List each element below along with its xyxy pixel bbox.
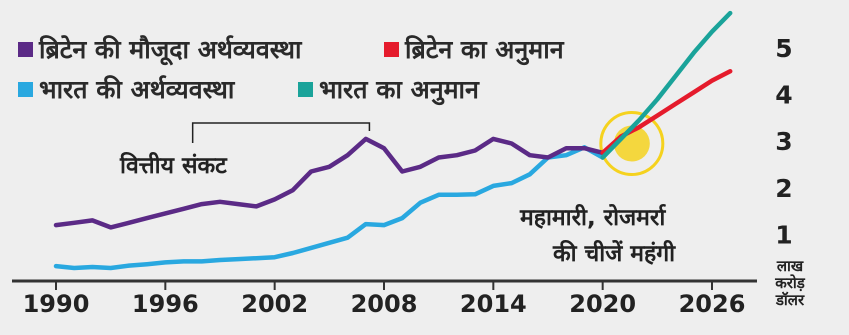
legend-label-uk-actual: ब्रिटेन की मौजूदा अर्थव्यवस्था	[39, 35, 302, 64]
x-tick-label: 2008	[351, 290, 418, 318]
x-tick-label: 2020	[569, 290, 636, 318]
annotation-financial-crisis: वित्तीय संकट	[120, 153, 227, 179]
x-tick-label: 1990	[23, 290, 90, 318]
legend-uk-projection: ब्रिटेन का अनुमान	[384, 32, 564, 66]
x-tick-label: 2014	[460, 290, 527, 318]
legend-swatch-india-projection	[298, 81, 313, 97]
y-tick-label: 4	[775, 81, 792, 110]
legend-label-uk-projection: ब्रिटेन का अनुमान	[405, 35, 564, 64]
x-tick-label: 2002	[241, 290, 308, 318]
series-line-uk-actual	[53, 136, 605, 230]
legend-india-projection: भारत का अनुमान	[298, 72, 479, 106]
series-line-india-actual	[53, 145, 605, 271]
legend-swatch-uk-actual	[18, 41, 33, 57]
annotation-pandemic-line2: की चीजें महंगी	[553, 241, 676, 267]
plot-layer	[53, 10, 733, 271]
projection-highlight-ring	[599, 111, 665, 177]
y-tick-label: 1	[775, 220, 792, 249]
x-ticks: 1990 1996 2002 2008 2014 2020 2026	[23, 281, 746, 318]
legend-india-actual: भारत की अर्थव्यवस्था	[18, 72, 234, 106]
legend-label-india-projection: भारत का अनुमान	[319, 75, 479, 104]
y-tick-label: 2	[775, 174, 792, 203]
annotation-pandemic-line1: महामारी, रोजमर्रा	[520, 205, 666, 231]
x-tick-label: 1996	[132, 290, 199, 318]
legend-swatch-india-actual	[18, 81, 33, 97]
legend-label-india-actual: भारत की अर्थव्यवस्था	[39, 75, 235, 104]
y-tick-label: 3	[775, 127, 792, 156]
y-axis-unit-label: लाख करोड़ डॉलर	[775, 257, 805, 309]
x-tick-label: 2026	[679, 290, 746, 318]
y-ticks: 1 2 3 4 5	[775, 34, 792, 249]
financial-crisis-bracket	[191, 122, 371, 143]
legend-swatch-uk-projection	[384, 41, 399, 57]
legend-uk-actual: ब्रिटेन की मौजूदा अर्थव्यवस्था	[18, 32, 301, 66]
series-line-india-projection	[600, 10, 733, 160]
y-tick-label: 5	[775, 34, 792, 63]
